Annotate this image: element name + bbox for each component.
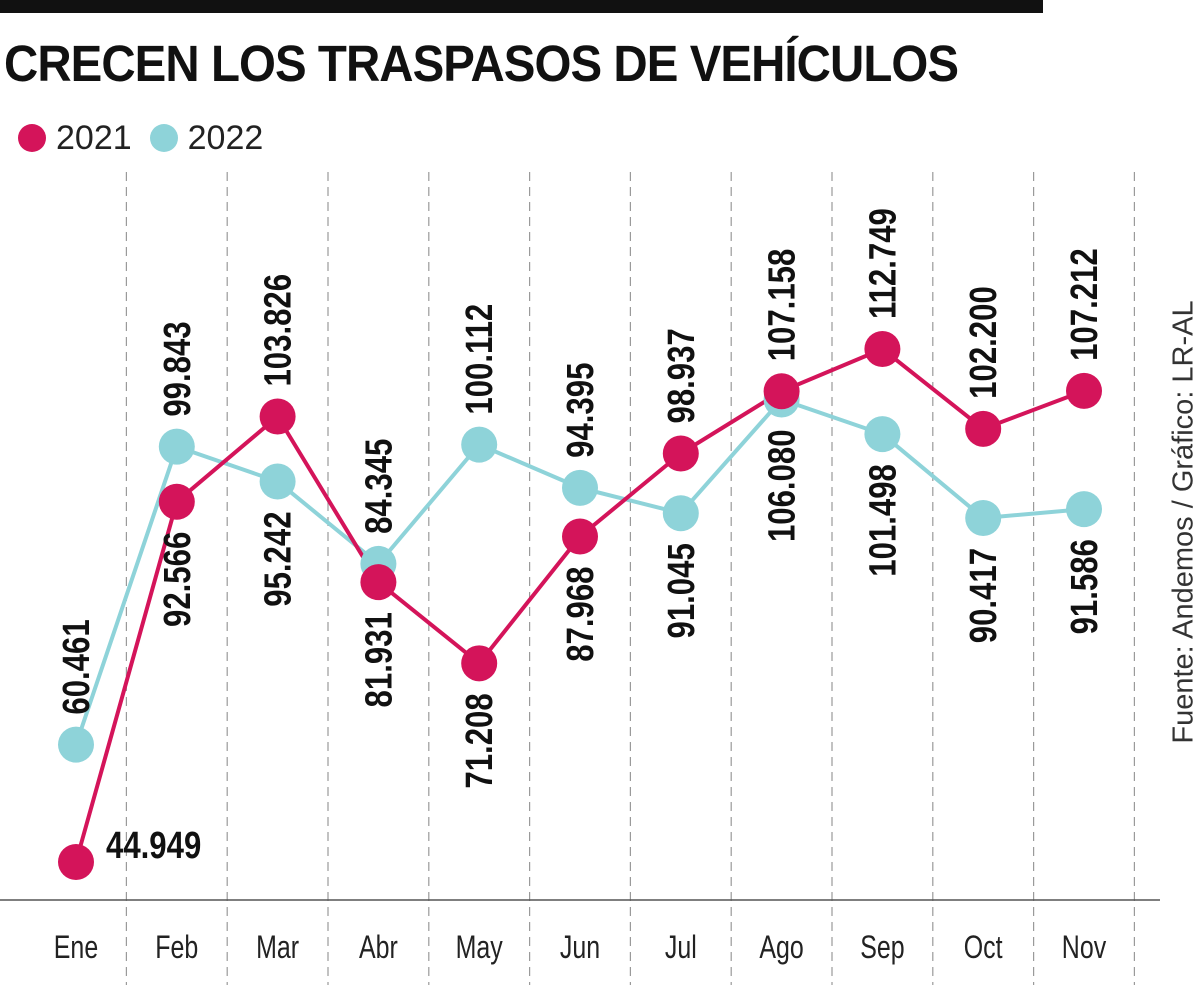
legend-label-2021: 2021 [56,118,132,157]
data-label-2022: 94.395 [560,363,602,458]
x-tick-label: Feb [155,930,198,966]
chart-title: CRECEN LOS TRASPASOS DE VEHÍCULOS [4,35,959,92]
legend-entry-2022: 2022 [149,118,264,158]
data-point-2022 [864,416,901,453]
data-label-2021: 71.208 [459,693,501,788]
x-tick-label: Abr [359,930,398,966]
x-tick-label: Jul [665,930,697,966]
x-tick-label: Ene [54,930,98,966]
x-tick-label: May [456,930,504,966]
x-tick-label: Oct [964,930,1003,966]
legend: 2021 2022 [18,118,281,158]
data-label-2021: 98.937 [661,328,703,423]
data-label-2022: 90.417 [963,548,1005,643]
data-label-2021: 103.826 [258,274,300,387]
x-tick-label: Sep [860,930,904,966]
legend-entry-2021: 2021 [18,119,132,158]
data-point-2021 [562,518,598,555]
x-tick-label: Ago [759,930,803,966]
x-tick-label: Mar [256,930,299,966]
data-point-2021 [763,373,800,410]
data-label-2021: 87.968 [560,567,602,662]
data-point-2021 [864,331,901,367]
data-point-2022 [1066,491,1102,528]
legend-dot-2021 [18,124,46,152]
data-point-2022 [58,726,94,763]
data-label-2021: 107.212 [1064,248,1106,361]
data-point-2022 [662,495,699,532]
data-label-2022: 99.843 [157,321,199,416]
legend-dot-2022 [149,124,178,152]
line-chart: Ene Feb Mar Abr May Jun Jul Ago Sep Oct Nov 44.949 9… [0,172,1160,985]
data-label-2021: 107.158 [762,249,804,362]
data-label-2021: 102.200 [963,286,1005,399]
x-tick-label: Nov [1062,930,1107,966]
data-point-2021 [58,844,94,880]
data-label-2021: 92.566 [157,532,199,627]
data-point-2021 [259,398,296,435]
data-label-2022: 91.045 [661,543,703,638]
data-label-2022: 100.112 [459,304,501,415]
data-point-2022 [158,428,195,465]
data-point-2021 [1066,372,1102,409]
data-label-2022: 84.345 [359,439,401,534]
data-point-2022 [259,463,296,500]
data-point-2022 [562,469,598,506]
data-label-2022: 91.586 [1064,539,1106,634]
data-point-2022 [461,426,498,463]
data-label-2022: 60.461 [56,619,98,714]
data-label-2022: 106.080 [762,429,804,542]
data-label-2021: 44.949 [106,825,201,867]
data-point-2022 [965,499,1002,536]
data-point-2021 [965,410,1002,447]
data-point-2021 [360,564,397,601]
data-label-2021: 112.749 [863,208,905,319]
data-point-2021 [662,435,699,472]
data-label-2021: 81.931 [359,612,401,707]
x-tick-label: Jun [560,930,600,966]
data-point-2021 [158,483,195,520]
data-label-2022: 101.498 [863,464,905,577]
data-label-2022: 95.242 [258,511,300,606]
source-note: Fuente: Andemos / Gráfico: LR-AL [1167,300,1200,744]
legend-label-2022: 2022 [187,118,264,157]
top-bar [0,0,1043,13]
data-point-2021 [461,645,498,682]
